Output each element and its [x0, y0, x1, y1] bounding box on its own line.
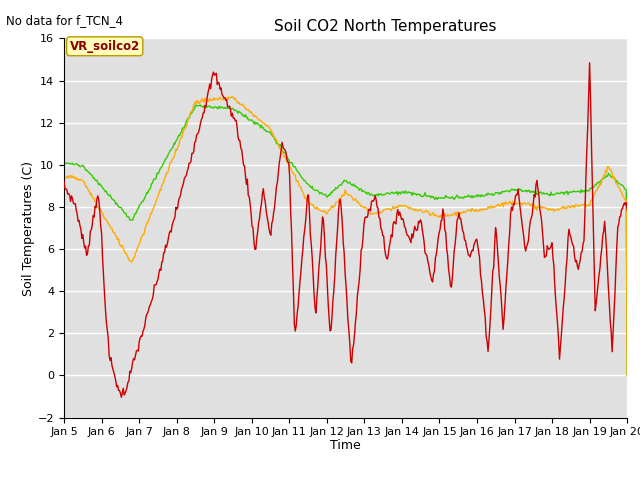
Text: No data for f_TCN_4: No data for f_TCN_4 — [6, 14, 124, 27]
Y-axis label: Soil Temperatures (C): Soil Temperatures (C) — [22, 160, 35, 296]
X-axis label: Time: Time — [330, 439, 361, 452]
Text: VR_soilco2: VR_soilco2 — [70, 40, 140, 53]
Title: Soil CO2 North Temperatures: Soil CO2 North Temperatures — [274, 20, 496, 35]
